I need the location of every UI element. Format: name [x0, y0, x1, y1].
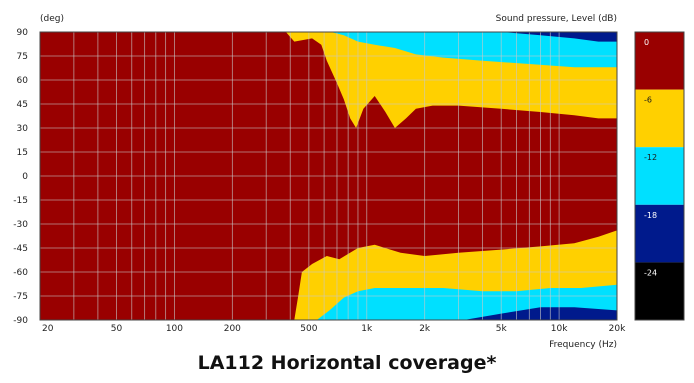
y-tick-label: 75: [17, 52, 28, 62]
level-swatch: [635, 32, 684, 90]
level-label: -24: [644, 268, 657, 277]
y-tick-label: -15: [13, 196, 28, 206]
chart-caption: LA112 Horizontal coverage*: [197, 352, 497, 374]
y-tick-label: -30: [13, 220, 28, 230]
y-tick-label: 45: [17, 100, 28, 110]
y-tick-label: 0: [22, 172, 28, 182]
y-tick-label: -75: [13, 292, 28, 302]
level-region-upper-minus12: [330, 32, 617, 68]
y-tick-label: -45: [13, 244, 28, 254]
x-tick-label: 5k: [496, 324, 508, 334]
plot-frame: [39, 31, 618, 321]
level-label: -12: [644, 153, 657, 162]
y-tick-label: 90: [17, 28, 29, 38]
y-tick-label: 60: [17, 76, 29, 86]
y-tick-label: -90: [13, 316, 28, 326]
level-label: 0: [644, 38, 649, 47]
level-swatch: [635, 262, 684, 320]
level-swatch: [635, 89, 684, 148]
grid-lines: [39, 31, 618, 321]
x-tick-label: 500: [300, 324, 317, 334]
legend-title: Sound pressure, Level (dB): [496, 14, 617, 24]
level-scale-frame: [634, 31, 685, 321]
level-label: -18: [644, 211, 657, 220]
x-axis-label: Frequency (Hz): [549, 340, 617, 350]
x-tick-label: 2k: [419, 324, 431, 334]
x-tick-label: 10k: [551, 324, 568, 334]
y-unit-label: (deg): [40, 14, 64, 24]
x-tick-label: 1k: [361, 324, 373, 334]
level-swatch: [635, 204, 684, 263]
y-tick-label: 15: [17, 148, 28, 158]
x-tick-label: 20k: [609, 324, 626, 334]
x-tick-label: 200: [224, 324, 241, 334]
x-tick-label: 100: [166, 324, 183, 334]
tick-labels: 90 75 60 45 30 15 0 -15 -30 -45 -60 -75 -90 20 50 100 20…: [13, 28, 626, 334]
x-tick-label: 20: [42, 324, 54, 334]
level-label: -6: [644, 96, 652, 105]
x-tick-label: 50: [111, 324, 123, 334]
y-tick-label: -60: [13, 268, 28, 278]
y-tick-label: 30: [17, 124, 29, 134]
level-scale: 0 -6 -12 -18 -24: [634, 31, 685, 321]
level-swatch: [635, 147, 684, 205]
